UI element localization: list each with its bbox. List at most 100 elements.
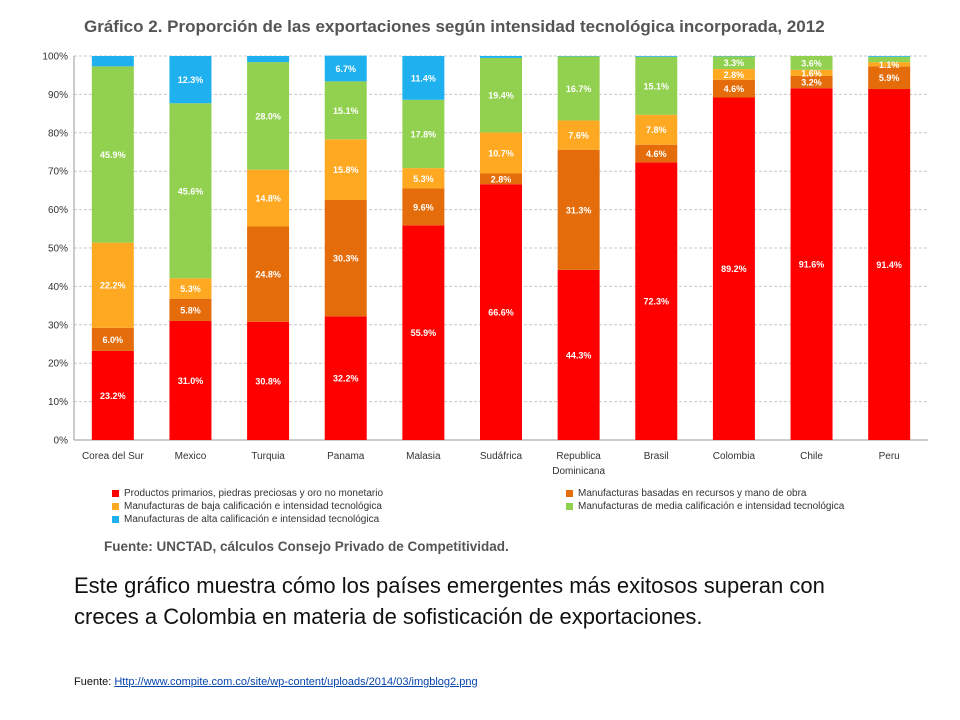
data-label: 3.2% [801,78,822,88]
data-label: 12.3% [178,75,204,85]
bar-segment [712,97,755,441]
x-tick-label: Panama [327,451,365,462]
y-tick-label: 60% [48,205,68,216]
data-label: 5.8% [180,305,201,315]
bar-segment [247,321,290,440]
bar-segment [557,269,600,440]
bar-segment [712,69,755,80]
data-label: 15.1% [333,106,359,116]
data-label: 30.8% [255,376,281,386]
bar-segment [324,55,367,82]
bars [91,55,911,441]
data-label: 31.0% [178,376,204,386]
y-tick-label: 10% [48,397,68,408]
data-label: 14.8% [255,194,281,204]
data-label: 4.6% [724,84,745,94]
legend-item: Manufacturas basadas en recursos y mano … [566,488,906,499]
chart-source-note: Fuente: UNCTAD, cálculos Consejo Privado… [104,539,509,554]
bar-segment [91,350,134,440]
bar-segment [712,79,755,98]
data-label: 15.8% [333,165,359,175]
data-label: 17.8% [411,129,437,139]
legend-swatch [566,503,573,510]
y-axis: 0% 10% 20% 30% 40% 50% 60% 70% 80% 90% 100% [42,52,75,447]
legend-swatch [112,503,119,510]
data-label: 1.6% [801,68,822,78]
stacked-bar-chart: 0% 10% 20% 30% 40% 50% 60% 70% 80% 90% 100% 23.2% 6… [42,52,928,477]
y-tick-label: 90% [48,90,68,101]
bar-segment [868,62,911,67]
bar-segment [247,169,290,227]
bar-segment [790,88,833,441]
bar-segment [635,56,678,57]
bar-segment [868,56,911,57]
data-labels: 23.2% 6.0% 22.2% 45.9% 31.0% 5.8% 5.3% 45.6% 12.… [100,58,902,401]
bar-segment [247,56,290,63]
bar-segment [169,320,212,440]
legend-swatch [112,490,119,497]
data-label: 9.6% [413,202,434,212]
chart-title: Gráfico 2. Proporción de las exportacion… [84,17,825,36]
bar-segment [169,278,212,299]
y-tick-label: 30% [48,320,68,331]
bar-segment [790,69,833,76]
y-tick-label: 70% [48,167,68,178]
data-label: 22.2% [100,281,126,291]
data-label: 2.8% [724,70,745,80]
bar-segment [480,56,522,58]
x-tick-label: Malasia [406,451,441,462]
bar-segment [868,66,911,90]
x-tick-label: Peru [879,451,900,462]
bar-segment [480,132,522,174]
data-label: 6.0% [103,335,124,345]
bar-segment [635,114,678,145]
bar-segment [169,56,212,104]
bar-segment [402,99,445,169]
legend-label: Productos primarios, piedras preciosas y… [124,488,384,499]
data-label: 7.8% [646,125,667,135]
data-label: 5.3% [413,174,434,184]
data-label: 28.0% [255,111,281,121]
y-tick-label: 40% [48,282,68,293]
bar-segment [402,56,445,100]
x-axis: Corea del Sur Mexico Turquia Panama Malasia S… [82,451,900,477]
data-label: 10.7% [488,148,514,158]
bar-segment [91,242,134,328]
data-label: 4.6% [646,149,667,159]
data-label: 3.3% [724,58,745,68]
x-tick-label: Corea del Sur [82,451,144,462]
legend-item: Manufacturas de media calificación e int… [566,501,906,512]
data-label: 1.1% [879,60,900,70]
bar-segment [169,298,212,321]
data-label: 89.2% [721,264,747,274]
bar-segment [790,56,833,70]
bar-segment [91,56,134,67]
bar-segment [790,75,833,89]
legend-swatch [566,490,573,497]
x-tick-label: Chile [800,451,823,462]
bar-segment [635,56,678,115]
data-label: 45.9% [100,150,126,160]
x-tick-label: Dominicana [552,466,605,477]
bar-segment [324,139,367,200]
data-label: 30.3% [333,254,359,264]
chart-legend: Productos primarios, piedras preciosas y… [112,488,912,525]
data-label: 32.2% [333,374,359,384]
x-tick-label: Turquia [251,451,285,462]
bar-segment [247,226,290,322]
data-label: 7.6% [568,131,589,141]
bar-segment [324,200,367,317]
x-tick-label: Brasil [644,451,669,462]
bar-segment [480,57,522,133]
source-link[interactable]: Http://www.compite.com.co/site/wp-conten… [114,676,478,688]
data-label: 16.7% [566,84,592,94]
bar-segment [557,120,600,150]
legend-label: Manufacturas de baja calificación e inte… [124,501,382,512]
y-tick-label: 0% [54,436,69,447]
data-label: 19.4% [488,91,514,101]
data-label: 11.4% [411,73,436,83]
data-label: 5.3% [180,284,201,294]
data-label: 72.3% [644,297,670,307]
data-label: 15.1% [644,81,670,91]
bar-segment [635,144,678,163]
